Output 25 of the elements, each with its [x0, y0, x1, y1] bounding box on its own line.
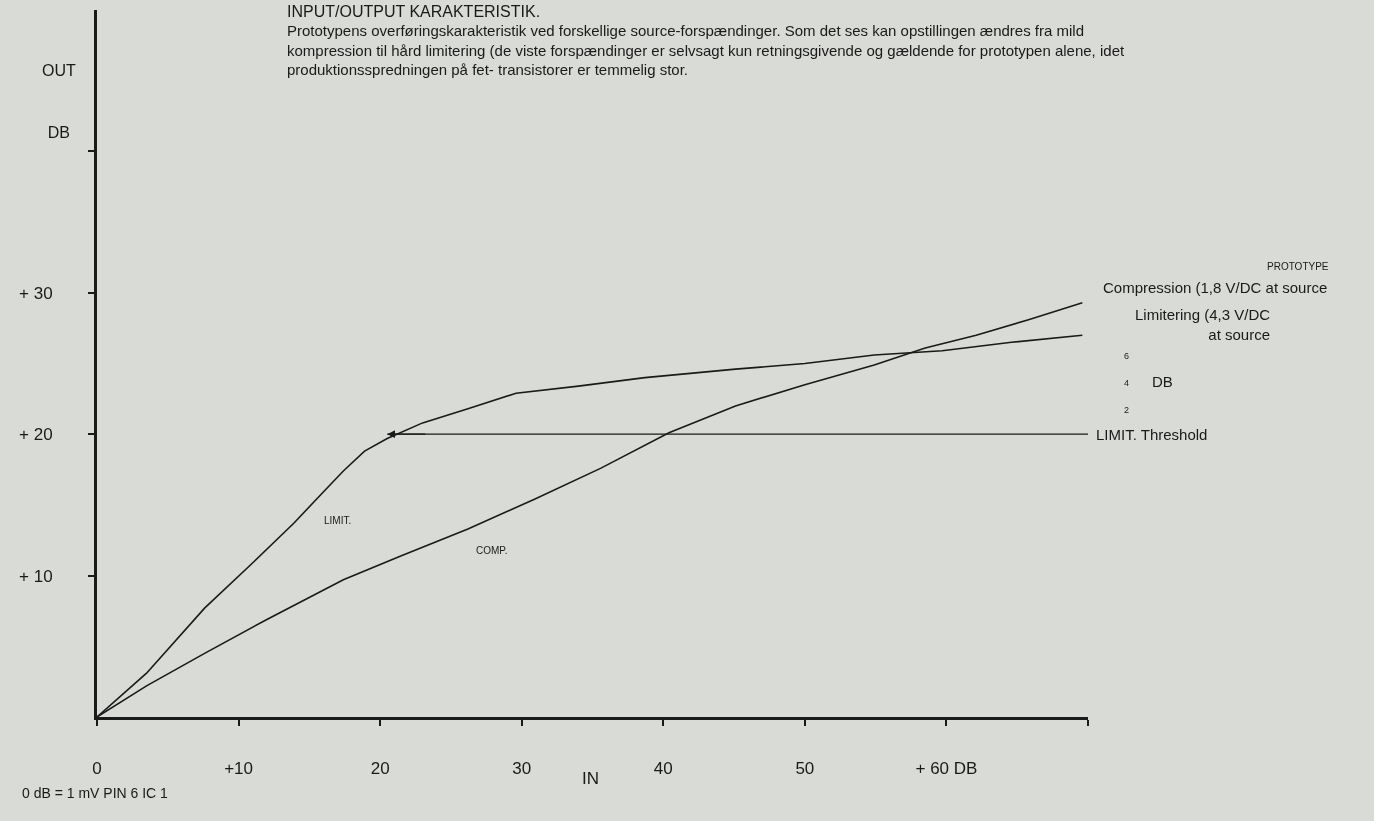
text: DB [1152, 373, 1173, 390]
x-axis-title: IN [582, 769, 599, 788]
text: Limitering (4,3 V/DC at source [1135, 306, 1271, 343]
text: 2 [1124, 405, 1130, 415]
x-tick-label: 20 [370, 759, 390, 779]
text: PROTOTYPE [1267, 261, 1329, 272]
text: 4 [1124, 378, 1130, 388]
text: Prototypens overføringskarakteristik ved forskellige source-forspændinger. Som det ses kan opstillingen ændres fra mild kompression til hård limitering (de viste forspændinger er selvsagt kun retningsgivende og gældende for prototypen alene, idet produktionsspredningen på fet- transistorer er temmelig stor. [287, 22, 1125, 78]
y-tick-label: + 30 [19, 283, 53, 303]
x-tick-label: 40 [653, 759, 673, 779]
text: 6 [1124, 351, 1130, 361]
series-label: LIMIT. [324, 515, 352, 526]
x-tick-label: +10 [224, 759, 253, 779]
x-tick-label: 30 [512, 759, 532, 779]
text: 0 dB = 1 mV PIN 6 IC 1 [22, 785, 169, 801]
chart-title: INPUT/OUTPUT KARAKTERISTIK. [287, 3, 541, 20]
x-tick-label: 50 [795, 759, 815, 779]
series-label: COMP. [476, 545, 508, 556]
text: Compression (1,8 V/DC at source [1103, 279, 1328, 296]
ref-line-label: LIMIT. Threshold [1096, 426, 1208, 443]
y-tick-label: + 20 [19, 425, 53, 445]
x-tick-label: + 60 DB [915, 759, 978, 779]
x-tick-label: 0 [92, 759, 102, 779]
text: OUT DB [42, 62, 76, 142]
y-tick-label: + 10 [19, 566, 53, 586]
